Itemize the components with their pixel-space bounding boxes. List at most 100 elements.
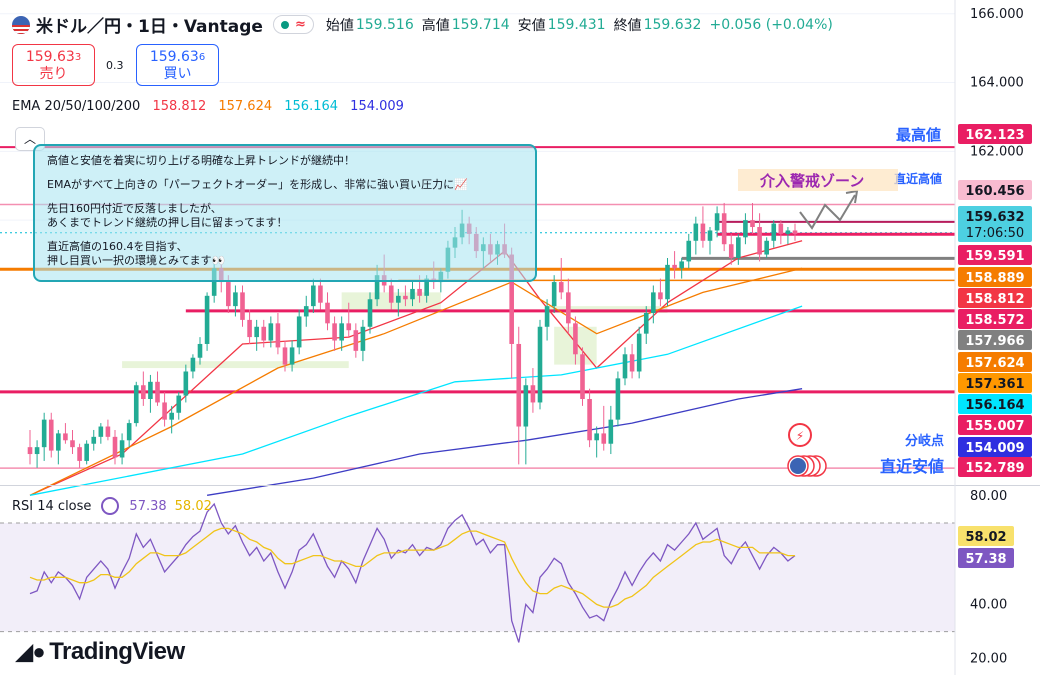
- symbol-header: 米ドル／円・1日・Vantage ≈ 始値 159.516 高値 159.714…: [12, 12, 841, 37]
- price-tag-text: 158.812: [965, 292, 1024, 307]
- candle-body: [325, 302, 330, 324]
- rsi-tag-text: 58.02: [965, 530, 1006, 545]
- note-line-4: あくまでトレンド継続の押し目に留まってます！: [47, 216, 288, 229]
- symbol-title[interactable]: 米ドル／円・1日・Vantage: [36, 17, 263, 37]
- candle-body: [176, 395, 182, 413]
- candle-body: [615, 378, 621, 420]
- buy-price-small: 6: [198, 52, 206, 63]
- candle-body: [580, 354, 585, 400]
- candle-body: [112, 436, 118, 458]
- candle-body: [736, 237, 741, 258]
- candle-body: [197, 343, 203, 358]
- us-flag-icon: [12, 15, 30, 34]
- recent-low-label: 直近安値: [880, 457, 945, 476]
- candle-body: [587, 399, 592, 441]
- candle-body: [282, 347, 288, 365]
- candle-body: [183, 371, 189, 396]
- candle-body: [91, 436, 97, 444]
- ema20-value: 158.812: [152, 99, 207, 114]
- ema100-value: 156.164: [284, 99, 339, 114]
- branch-point-label: 分岐点: [905, 434, 945, 449]
- price-tag-text: 158.889: [965, 271, 1024, 286]
- candles-layer: [27, 202, 798, 468]
- countdown-text: 17:06:50: [966, 226, 1024, 241]
- market-status-pill[interactable]: ≈: [272, 15, 314, 34]
- tradingview-mark-icon: ◢●: [16, 639, 46, 664]
- candle-body: [778, 223, 784, 234]
- rsi-tag: [958, 548, 1014, 568]
- price-tag-text: 157.624: [965, 356, 1024, 371]
- price-tag-text: 159.591: [965, 249, 1024, 264]
- candle-body: [544, 306, 550, 327]
- market-open-icon: [280, 20, 289, 29]
- note-line-5: 直近高値の160.4を目指す、: [47, 240, 188, 253]
- candle-body: [148, 381, 153, 400]
- candle-body: [56, 433, 61, 451]
- refresh-icon[interactable]: [101, 497, 120, 515]
- candle-body: [155, 381, 160, 403]
- buy-button[interactable]: 159.636 買い: [136, 44, 219, 86]
- candle-body: [643, 313, 649, 334]
- candle-body: [516, 343, 522, 427]
- candle-body: [700, 223, 706, 241]
- rsi-tag: [958, 526, 1014, 546]
- open-label: 始値: [325, 17, 354, 34]
- candle-body: [558, 282, 564, 293]
- price-tag: [958, 394, 1032, 414]
- intervention-zone-label: 介入警戒ゾーン: [738, 169, 898, 191]
- candle-body: [374, 275, 380, 300]
- sell-label: 売り: [39, 66, 68, 82]
- candle-body: [162, 402, 167, 420]
- candle-body: [651, 292, 656, 314]
- ema50-line: [29, 267, 803, 496]
- sell-button[interactable]: 159.633 売り: [12, 44, 95, 86]
- rsi-tag-text: 57.38: [965, 552, 1006, 567]
- ema-label: EMA 20/50/100/200: [12, 99, 141, 114]
- ema-legend[interactable]: EMA 20/50/100/200 158.812 157.624 156.16…: [12, 99, 412, 114]
- high-label: 高値: [421, 17, 450, 34]
- price-tag: [958, 352, 1032, 372]
- candle-body: [105, 426, 111, 437]
- price-tag-text: 157.966: [965, 334, 1024, 349]
- rsi-legend[interactable]: RSI 14 close 57.38 58.02: [12, 497, 212, 515]
- price-tag-text: 156.164: [965, 398, 1024, 413]
- candle-body: [41, 419, 47, 448]
- candle-body: [658, 292, 663, 300]
- lightning-icon: ⚡: [796, 429, 804, 443]
- candle-body: [98, 426, 104, 437]
- buy-price: 159.63: [149, 49, 199, 65]
- candle-body: [48, 419, 54, 451]
- candle-body: [622, 354, 628, 379]
- candle-body: [84, 443, 89, 461]
- price-tag: [958, 124, 1032, 144]
- candle-body: [714, 213, 720, 231]
- candle-body: [261, 326, 267, 341]
- close-value: 159.632: [643, 16, 702, 33]
- candle-body: [417, 288, 422, 296]
- price-tag-text: 154.009: [965, 441, 1024, 456]
- us-flag-icon: [790, 458, 806, 474]
- candle-body: [608, 419, 614, 444]
- candle-body: [707, 230, 713, 241]
- candle-body: [332, 323, 337, 341]
- open-value: 159.516: [355, 16, 414, 33]
- candle-body: [530, 385, 536, 403]
- wave-icon: ≈: [294, 17, 306, 32]
- price-tag: [958, 457, 1032, 477]
- sell-price: 159.63: [25, 49, 75, 65]
- candle-body: [792, 230, 798, 234]
- candle-body: [34, 447, 40, 455]
- rsi-tick-label: 80.00: [970, 489, 1007, 504]
- candle-body: [367, 299, 373, 327]
- price-tag-text: 162.123: [965, 128, 1024, 143]
- candle-body: [686, 240, 692, 262]
- price-tag: [958, 180, 1032, 200]
- projection-path: [799, 194, 856, 230]
- analysis-note[interactable]: 高値と安値を着実に切り上げる明確な上昇トレンドが継続中！ EMAがすべて上向きの…: [33, 144, 537, 282]
- tradingview-logo[interactable]: ◢● TradingView: [16, 638, 185, 666]
- candle-body: [303, 306, 309, 317]
- candle-body: [785, 230, 791, 234]
- price-tag: [958, 330, 1032, 350]
